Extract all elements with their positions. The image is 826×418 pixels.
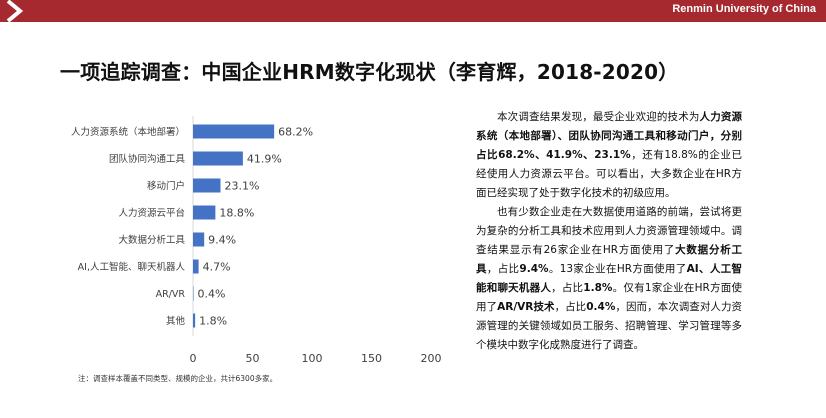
bar	[193, 178, 221, 193]
bar	[193, 232, 205, 247]
footnote: 注：调查样本覆盖不同类型、规模的企业，共计6300多家。	[78, 374, 278, 383]
category-label: AR/VR	[156, 289, 186, 300]
bar	[193, 313, 196, 328]
category-label: 其他	[166, 315, 186, 327]
category-label: AI,人工智能、聊天机器人	[78, 261, 186, 273]
bar	[193, 124, 275, 139]
chevron-right-icon	[6, 0, 24, 22]
x-tick-label: 0	[190, 352, 197, 365]
x-tick-label: 50	[246, 352, 260, 365]
category-label: 大数据分析工具	[118, 234, 185, 246]
x-tick-label: 150	[361, 352, 382, 365]
summary-text: 本次调查结果发现，最受企业欢迎的技术为人力资源系统（本地部署）、团队协同沟通工具…	[476, 108, 742, 355]
page-title: 一项追踪调查：中国企业HRM数字化现状（李育辉，2018-2020）	[60, 60, 679, 84]
data-label: 41.9%	[247, 153, 282, 166]
bar	[193, 205, 216, 220]
bar	[193, 259, 199, 274]
category-label: 移动门户	[147, 180, 185, 192]
category-label: 人力资源云平台	[118, 207, 185, 219]
data-label: 23.1%	[224, 180, 259, 193]
university-name: Renmin University of China	[672, 3, 816, 15]
x-tick-label: 200	[421, 352, 442, 365]
data-label: 68.2%	[278, 126, 313, 139]
category-label: 团队协同沟通工具	[109, 153, 186, 165]
data-label: 1.8%	[199, 315, 227, 328]
bar-chart: 人力资源系统（本地部署） 68.2% 团队协同沟通工具 41.9% 移动门户 23.1% 人…	[71, 116, 442, 365]
bar	[193, 286, 194, 301]
data-label: 18.8%	[219, 207, 254, 220]
paragraph-2: 也有少数企业走在大数据使用道路的前端，尝试将更为复杂的分析工具和技术应用到人力资…	[476, 206, 743, 351]
category-label: 人力资源系统（本地部署）	[71, 126, 185, 138]
data-label: 0.4%	[197, 288, 225, 301]
bar	[193, 151, 243, 166]
data-label: 9.4%	[208, 234, 236, 247]
x-tick-label: 100	[302, 352, 323, 365]
header-bar: Renmin University of China	[0, 0, 826, 22]
paragraph-1: 本次调查结果发现，最受企业欢迎的技术为人力资源系统（本地部署）、团队协同沟通工具…	[476, 111, 743, 199]
data-label: 4.7%	[203, 261, 231, 274]
